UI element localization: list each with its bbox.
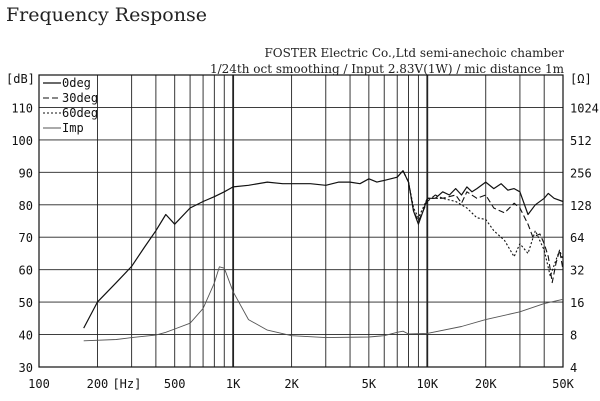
y2-tick-label: 128 — [570, 199, 592, 213]
legend-label-0deg: 0deg — [62, 76, 91, 90]
x-tick-label: 50K — [552, 377, 574, 391]
x-tick-label: 2K — [284, 377, 299, 391]
legend-label-imp: Imp — [62, 121, 84, 135]
chart-title: Frequency Response — [6, 4, 207, 26]
x-tick-label: 20K — [475, 377, 497, 391]
y-tick-label: 80 — [19, 199, 33, 213]
chart-subtitle-2: 1/24th oct smoothing / Input 2.83V(1W) /… — [209, 62, 564, 76]
x-tick-label: 500 — [164, 377, 186, 391]
y2-axis-label: [Ω] — [570, 72, 592, 86]
y-tick-label: 70 — [19, 231, 33, 245]
y-tick-label: 30 — [19, 361, 33, 375]
y2-tick-label: 8 — [570, 329, 577, 343]
y2-tick-label: 64 — [570, 231, 584, 245]
legend-label-60deg: 60deg — [62, 106, 98, 120]
y-tick-label: 60 — [19, 264, 33, 278]
y2-tick-label: 256 — [570, 166, 592, 180]
series-line-0deg — [83, 170, 564, 329]
x-axis-label: [Hz] — [112, 377, 141, 391]
chart-subtitle-1: FOSTER Electric Co.,Ltd semi-anechoic ch… — [264, 46, 564, 60]
y-tick-label: 90 — [19, 166, 33, 180]
x-tick-label: 5K — [362, 377, 377, 391]
x-tick-label: 200 — [87, 377, 109, 391]
y2-tick-label: 16 — [570, 296, 584, 310]
series-line-60deg — [402, 170, 564, 277]
x-tick-label: 1K — [226, 377, 241, 391]
y2-tick-label: 4 — [570, 361, 577, 375]
y-tick-label: 100 — [11, 134, 33, 148]
series-line-imp — [83, 266, 564, 342]
y2-tick-label: 32 — [570, 264, 584, 278]
x-tick-label: 10K — [416, 377, 438, 391]
y-tick-label: 40 — [19, 329, 33, 343]
y-tick-label: 110 — [11, 101, 33, 115]
legend-label-30deg: 30deg — [62, 91, 98, 105]
y-tick-label: 50 — [19, 296, 33, 310]
plot-frame — [38, 74, 564, 368]
x-tick-label: 100 — [28, 377, 50, 391]
y2-tick-label: 512 — [570, 134, 592, 148]
y2-tick-label: 1024 — [570, 101, 599, 115]
y-axis-label: [dB] — [6, 72, 35, 86]
